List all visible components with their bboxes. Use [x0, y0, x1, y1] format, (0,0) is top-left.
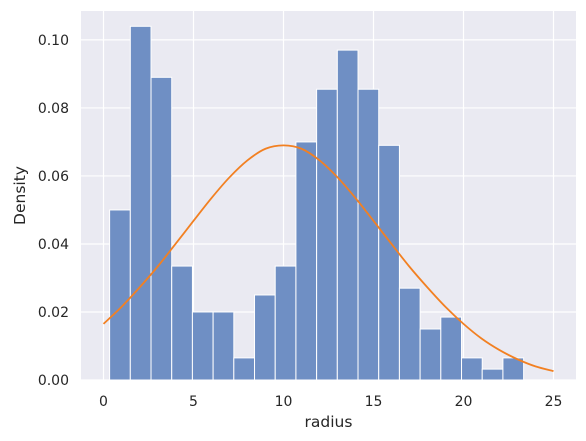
histogram-bar — [378, 144, 400, 381]
y-tick-label: 0.04 — [38, 237, 69, 253]
histogram-bar — [191, 311, 214, 381]
x-tick-label: 5 — [189, 394, 198, 410]
histogram-bar — [109, 209, 131, 381]
x-tick-label: 25 — [545, 394, 563, 410]
histogram-bar — [129, 25, 152, 381]
x-axis-label: radius — [305, 413, 353, 431]
histogram-bar — [171, 265, 193, 381]
y-tick-labels: 0.00 0.02 0.04 0.06 0.08 0.10 — [38, 33, 69, 389]
density-curve-line — [102, 144, 554, 373]
y-tick-label: 0.10 — [38, 33, 69, 49]
y-tick-label: 0.02 — [38, 305, 69, 321]
x-tick-label: 0 — [99, 394, 108, 410]
x-tick-labels: 0 5 10 15 20 25 — [99, 394, 562, 410]
y-tick-label: 0.00 — [38, 373, 69, 389]
histogram-bars — [109, 25, 525, 381]
x-tick-label: 10 — [275, 394, 293, 410]
histogram-bar — [254, 294, 276, 381]
histogram-bar — [481, 368, 504, 381]
histogram-bar — [461, 357, 483, 381]
y-tick-label: 0.06 — [38, 169, 69, 185]
histogram-bar — [150, 76, 173, 381]
histogram-bar — [233, 357, 256, 381]
histogram-bar — [316, 88, 338, 381]
histogram-bar — [398, 287, 421, 381]
x-tick-label: 20 — [455, 394, 473, 410]
histogram-bar — [336, 49, 359, 381]
histogram-bar — [212, 311, 235, 381]
y-tick-label: 0.08 — [38, 101, 69, 117]
x-tick-label: 15 — [365, 394, 383, 410]
histogram-bar — [357, 88, 380, 381]
y-axis-label: Density — [11, 166, 29, 225]
histogram-bar — [295, 141, 318, 381]
histogram-bar — [419, 328, 442, 381]
histogram-bar — [440, 316, 463, 381]
histogram-bar — [274, 265, 297, 381]
